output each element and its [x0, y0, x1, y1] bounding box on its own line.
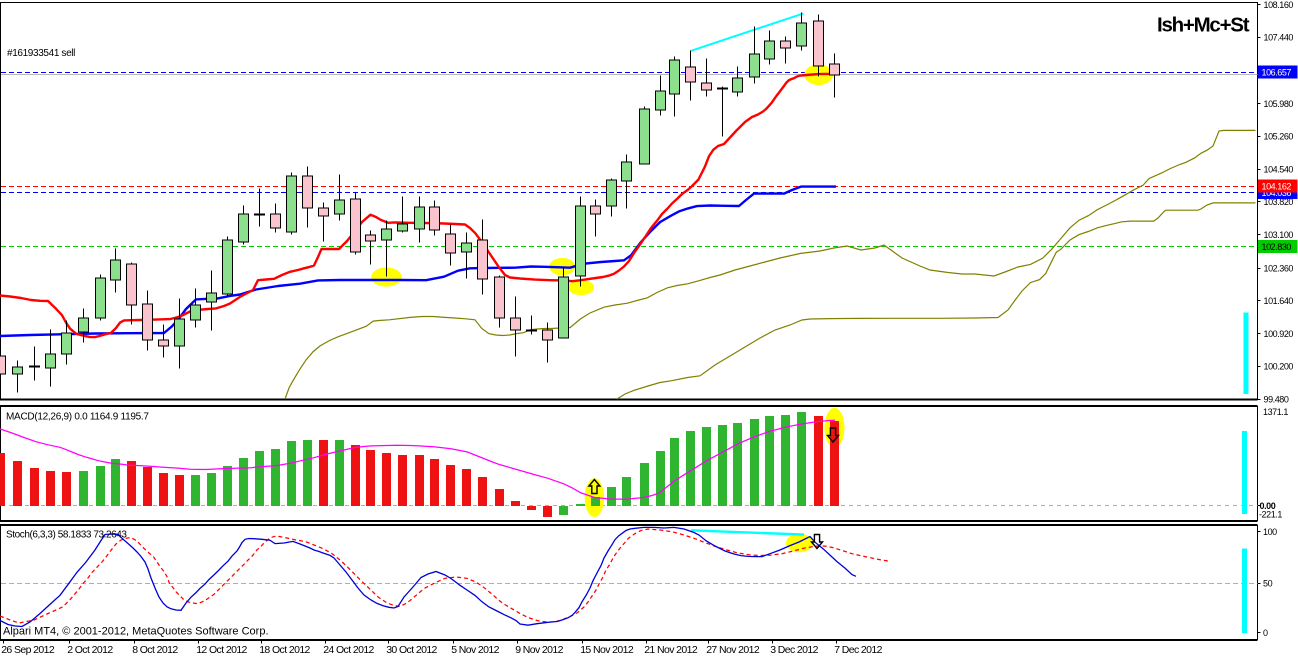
svg-text:103.820: 103.820	[1264, 197, 1294, 207]
svg-text:15 Nov 2012: 15 Nov 2012	[580, 644, 634, 656]
svg-text:27 Nov 2012: 27 Nov 2012	[706, 644, 760, 656]
svg-text:MACD(12,26,9) 0.0 1164.9 1195.: MACD(12,26,9) 0.0 1164.9 1195.7	[6, 412, 149, 423]
svg-text:18 Oct 2012: 18 Oct 2012	[259, 644, 310, 656]
svg-text:0.00: 0.00	[1260, 501, 1276, 511]
svg-text:24 Oct 2012: 24 Oct 2012	[323, 644, 374, 656]
svg-text:100.920: 100.920	[1264, 329, 1294, 339]
svg-text:7 Dec 2012: 7 Dec 2012	[834, 644, 882, 656]
svg-text:#161933541 sell: #161933541 sell	[7, 48, 75, 59]
svg-text:50: 50	[1263, 579, 1273, 589]
svg-text:102.830: 102.830	[1262, 242, 1292, 252]
svg-text:8 Oct 2012: 8 Oct 2012	[132, 644, 178, 656]
svg-text:101.640: 101.640	[1264, 296, 1294, 306]
svg-text:104.162: 104.162	[1262, 181, 1292, 191]
svg-text:Stoch(6,3,3) 58.1833 73.2643: Stoch(6,3,3) 58.1833 73.2643	[6, 530, 127, 541]
svg-text:9 Nov 2012: 9 Nov 2012	[515, 644, 563, 656]
svg-text:107.440: 107.440	[1264, 33, 1294, 43]
svg-text:0: 0	[1263, 628, 1268, 638]
svg-text:105.980: 105.980	[1264, 99, 1294, 109]
svg-text:12 Oct 2012: 12 Oct 2012	[196, 644, 247, 656]
svg-text:108.160: 108.160	[1264, 0, 1294, 10]
svg-text:105.260: 105.260	[1264, 132, 1294, 142]
svg-text:30 Oct 2012: 30 Oct 2012	[386, 644, 437, 656]
svg-text:1371.1: 1371.1	[1263, 407, 1288, 417]
svg-text:104.036: 104.036	[1262, 188, 1292, 198]
svg-text:3 Dec 2012: 3 Dec 2012	[770, 644, 818, 656]
svg-text:103.100: 103.100	[1264, 230, 1294, 240]
svg-text:100: 100	[1263, 527, 1277, 537]
svg-text:104.540: 104.540	[1264, 164, 1294, 174]
svg-text:Ish+Mc+St: Ish+Mc+St	[1157, 14, 1250, 37]
svg-text:100.200: 100.200	[1264, 362, 1294, 372]
svg-text:-221.1: -221.1	[1259, 509, 1282, 519]
svg-text:Alpari MT4, © 2001-2012, MetaQ: Alpari MT4, © 2001-2012, MetaQuotes Soft…	[3, 626, 269, 638]
svg-text:2 Oct 2012: 2 Oct 2012	[67, 644, 113, 656]
svg-text:99.480: 99.480	[1264, 394, 1289, 404]
svg-text:5 Nov 2012: 5 Nov 2012	[451, 644, 499, 656]
svg-text:106.657: 106.657	[1262, 67, 1292, 77]
svg-text:21 Nov 2012: 21 Nov 2012	[644, 644, 698, 656]
svg-text:26 Sep 2012: 26 Sep 2012	[1, 644, 55, 656]
svg-text:102.360: 102.360	[1264, 263, 1294, 273]
